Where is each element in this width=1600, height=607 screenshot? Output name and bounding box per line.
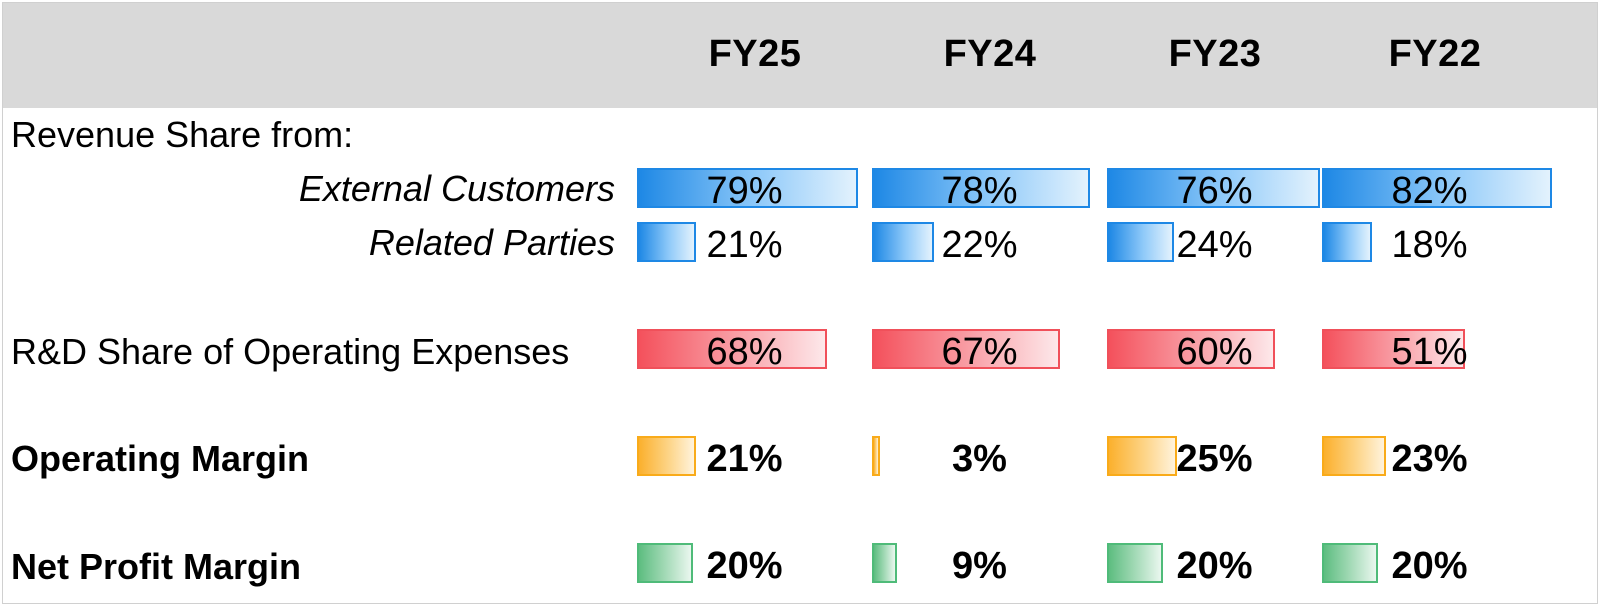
bar-related-parties-fy22 xyxy=(1322,222,1373,262)
year-header-fy24: FY24 xyxy=(943,33,1037,75)
row-label-rd-share: R&D Share of Operating Expenses xyxy=(11,331,570,372)
data-label-net-profit-margin-fy22: 20% xyxy=(1391,545,1468,587)
data-label-randd-share-of-operating-expenses-fy24: 67% xyxy=(941,331,1018,373)
bar-external-customers-fy23 xyxy=(1107,168,1320,208)
data-label-related-parties-fy25: 21% xyxy=(706,224,783,266)
data-label-external-customers-fy22: 82% xyxy=(1391,170,1468,212)
row-label-related-parties: Related Parties xyxy=(368,222,615,263)
bar-randd-share-of-operating-expenses-fy23 xyxy=(1107,329,1275,369)
bar-operating-margin-fy24 xyxy=(872,436,881,476)
bar-randd-share-of-operating-expenses-fy25 xyxy=(637,329,828,369)
bar-operating-margin-fy22 xyxy=(1322,436,1387,476)
data-label-randd-share-of-operating-expenses-fy22: 51% xyxy=(1391,331,1468,373)
data-label-net-profit-margin-fy24: 9% xyxy=(952,545,1007,587)
data-label-randd-share-of-operating-expenses-fy25: 68% xyxy=(706,331,783,373)
data-label-operating-margin-fy23: 25% xyxy=(1176,438,1253,480)
row-label-operating-margin: Operating Margin xyxy=(11,438,310,479)
bar-external-customers-fy25 xyxy=(637,168,859,208)
data-label-operating-margin-fy24: 3% xyxy=(952,438,1007,480)
data-label-net-profit-margin-fy25: 20% xyxy=(706,545,783,587)
row-label-net-profit-margin: Net Profit Margin xyxy=(11,546,302,587)
bar-randd-share-of-operating-expenses-fy22 xyxy=(1322,329,1465,369)
bar-net-profit-margin-fy25 xyxy=(637,543,693,583)
data-label-related-parties-fy24: 22% xyxy=(941,224,1018,266)
bar-randd-share-of-operating-expenses-fy24 xyxy=(872,329,1060,369)
section-label-revenue-share: Revenue Share from: xyxy=(11,114,354,155)
data-label-randd-share-of-operating-expenses-fy23: 60% xyxy=(1176,331,1253,373)
year-header-fy23: FY23 xyxy=(1168,33,1262,75)
bar-related-parties-fy24 xyxy=(872,222,934,262)
data-label-related-parties-fy23: 24% xyxy=(1176,224,1253,266)
data-label-external-customers-fy24: 78% xyxy=(941,170,1018,212)
data-label-operating-margin-fy22: 23% xyxy=(1391,438,1468,480)
chart-frame: FY25 FY24 FY23 FY22 Revenue Share from: … xyxy=(3,3,1597,603)
bar-related-parties-fy23 xyxy=(1107,222,1175,262)
bar-net-profit-margin-fy23 xyxy=(1107,543,1163,583)
year-header-fy25: FY25 xyxy=(708,33,802,75)
header-row: FY25 FY24 FY23 FY22 xyxy=(3,3,1597,108)
year-header-fy22: FY22 xyxy=(1388,33,1482,75)
bar-operating-margin-fy23 xyxy=(1107,436,1177,476)
bar-related-parties-fy25 xyxy=(637,222,696,262)
bar-net-profit-margin-fy24 xyxy=(872,543,898,583)
bar-operating-margin-fy25 xyxy=(637,436,696,476)
data-label-external-customers-fy23: 76% xyxy=(1176,170,1253,212)
bar-external-customers-fy22 xyxy=(1322,168,1552,208)
data-label-net-profit-margin-fy23: 20% xyxy=(1176,545,1253,587)
bar-net-profit-margin-fy22 xyxy=(1322,543,1378,583)
data-label-external-customers-fy25: 79% xyxy=(706,170,783,212)
data-label-operating-margin-fy25: 21% xyxy=(706,438,783,480)
row-label-external-customers: External Customers xyxy=(298,168,615,209)
bar-external-customers-fy24 xyxy=(872,168,1091,208)
data-label-related-parties-fy22: 18% xyxy=(1391,224,1468,266)
